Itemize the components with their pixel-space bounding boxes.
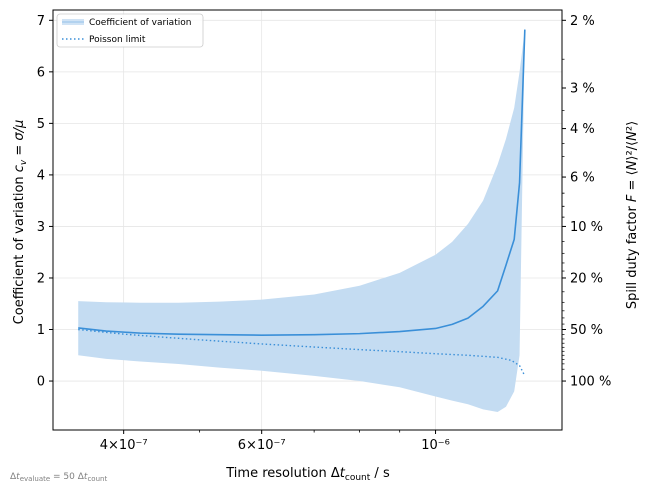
ylabel-text: Coefficient of variation	[12, 172, 27, 324]
xlabel-math: t	[340, 466, 346, 481]
y2-tick-label: 6 %	[570, 171, 595, 186]
y-tick-label: 0	[37, 375, 45, 390]
y2-tick-label: 100 %	[570, 375, 611, 390]
footnote-sub2: count	[87, 475, 107, 483]
xlabel-text: Time resolution Δ	[225, 466, 340, 481]
y-tick-label: 6	[37, 65, 45, 80]
y-tick-label: 1	[37, 323, 45, 338]
cv-line	[78, 29, 526, 336]
cv-band	[78, 29, 525, 412]
x-axis-label: Time resolution Δtcount / s	[225, 466, 390, 483]
svg-text:Spill duty factor F = ⟨N⟩²/⟨: Spill duty factor F = ⟨N⟩²/⟨N²⟩	[625, 121, 640, 309]
footnote-lhs: Δ	[10, 472, 17, 482]
x-tick-label: 4×10⁻⁷	[100, 438, 148, 453]
y2-tick-label: 3 %	[570, 82, 595, 97]
legend-swatch-cv-band	[62, 19, 84, 25]
y2label-text: Spill duty factor	[625, 202, 640, 309]
plot-frame	[52, 9, 563, 431]
x-axis: 4×10⁻⁷ 6×10⁻⁷ 10⁻⁶	[100, 430, 450, 453]
y2label-math: F	[625, 194, 640, 202]
svg-text:Time resolution Δtcount / s: Time resolution Δtcount / s	[225, 466, 390, 483]
legend-label-poisson: Poisson limit	[89, 35, 146, 45]
ylabel-math-rhs: =	[12, 141, 27, 160]
y-axis: 0 1 2 3 4 5 6 7	[37, 14, 53, 390]
xlabel-unit: / s	[370, 466, 390, 481]
y-tick-label: 5	[37, 117, 45, 132]
ylabel-math-sigma: σ/μ	[12, 120, 27, 141]
footnote-t1: t	[16, 472, 20, 482]
y2-tick-label: 4 %	[570, 122, 595, 137]
legend-label-cv: Coefficient of variation	[89, 18, 191, 28]
legend: Coefficient of variation Poisson limit	[56, 13, 204, 48]
cv-band-area	[78, 29, 525, 412]
xlabel-math-sub: count	[345, 473, 371, 483]
y2label-math-N1: N	[625, 160, 640, 170]
svg-text:Coefficient of variation cv: Coefficient of variation cv = σ/μ	[12, 120, 29, 325]
x-tick-label: 6×10⁻⁷	[238, 438, 286, 453]
y-tick-label: 4	[37, 168, 45, 183]
y2label-math-mid: ⟩²/⟨	[625, 141, 640, 161]
y-tick-label: 7	[37, 14, 45, 29]
footnote: Δtevaluate = 50 Δtcount	[10, 472, 107, 483]
y-tick-label: 2	[37, 271, 45, 286]
y2-tick-label: 50 %	[570, 323, 603, 338]
y2-tick-label: 10 %	[570, 220, 603, 235]
ylabel-math: c	[12, 165, 27, 172]
footnote-sub1: evaluate	[20, 475, 50, 483]
legend-box	[56, 13, 204, 48]
y2-axis-label: Spill duty factor F = ⟨N⟩²/⟨N²⟩	[625, 121, 640, 309]
series-lines	[78, 29, 526, 377]
y2-tick-label: 2 %	[570, 14, 595, 29]
y-tick-label: 3	[37, 220, 45, 235]
svg-text:Δtevaluate = 50 Δtcount: Δtevaluate = 50 Δtcount	[10, 472, 107, 483]
y2label-math-N2: N	[625, 131, 640, 141]
poisson-limit-line	[78, 328, 526, 377]
ylabel-math-sub: v	[19, 159, 29, 165]
y2-axis: 2 % 3 % 4 % 6 % 10 % 20 % 50 % 100 %	[562, 14, 611, 390]
y2label-math-end: ²⟩	[625, 121, 640, 131]
x-tick-label: 10⁻⁶	[421, 438, 450, 453]
y2-tick-label: 20 %	[570, 271, 603, 286]
footnote-eq: = 50 Δ	[50, 472, 85, 482]
y-axis-label: Coefficient of variation cv = σ/μ	[12, 120, 29, 325]
footnote-t2: t	[84, 472, 88, 482]
y2label-math-rhs: = ⟨	[625, 170, 640, 194]
